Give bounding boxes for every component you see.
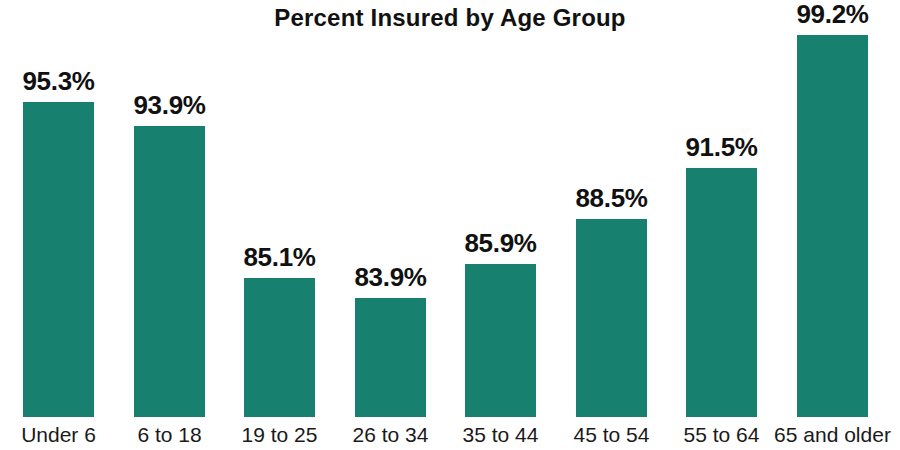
bar-value-label: 83.9% bbox=[354, 262, 426, 293]
bar-value-label: 93.9% bbox=[133, 90, 205, 121]
bar-value-label: 99.2% bbox=[796, 0, 868, 30]
bar-group: 91.5%55 to 64 bbox=[686, 168, 757, 417]
bar-group: 85.1%19 to 25 bbox=[244, 278, 315, 417]
bar bbox=[797, 35, 868, 417]
x-axis-tick-label: 65 and older bbox=[774, 423, 891, 447]
bar bbox=[244, 278, 315, 417]
bar-chart: Percent Insured by Age Group 95.3%Under … bbox=[0, 0, 900, 450]
x-axis-tick-label: 55 to 64 bbox=[684, 423, 760, 447]
bar bbox=[576, 219, 647, 417]
bar-group: 88.5%45 to 54 bbox=[576, 219, 647, 417]
bar bbox=[686, 168, 757, 417]
bar-group: 95.3%Under 6 bbox=[23, 102, 94, 417]
bar bbox=[355, 298, 426, 417]
bar-value-label: 88.5% bbox=[575, 183, 647, 214]
x-axis-tick-label: 26 to 34 bbox=[353, 423, 429, 447]
bar-group: 99.2%65 and older bbox=[797, 35, 868, 417]
bar-value-label: 95.3% bbox=[22, 66, 94, 97]
plot-area: 95.3%Under 693.9%6 to 1885.1%19 to 2583.… bbox=[0, 0, 900, 450]
x-axis-tick-label: Under 6 bbox=[21, 423, 96, 447]
x-axis-tick-label: 35 to 44 bbox=[463, 423, 539, 447]
bar bbox=[465, 264, 536, 417]
bar-value-label: 91.5% bbox=[685, 132, 757, 163]
bar-value-label: 85.9% bbox=[464, 228, 536, 259]
x-axis-tick-label: 45 to 54 bbox=[574, 423, 650, 447]
bar-group: 83.9%26 to 34 bbox=[355, 298, 426, 417]
bar bbox=[134, 126, 205, 417]
bar-group: 93.9%6 to 18 bbox=[134, 126, 205, 417]
bar bbox=[23, 102, 94, 417]
x-axis-tick-label: 19 to 25 bbox=[242, 423, 318, 447]
bar-value-label: 85.1% bbox=[243, 242, 315, 273]
x-axis-tick-label: 6 to 18 bbox=[137, 423, 201, 447]
bar-group: 85.9%35 to 44 bbox=[465, 264, 536, 417]
